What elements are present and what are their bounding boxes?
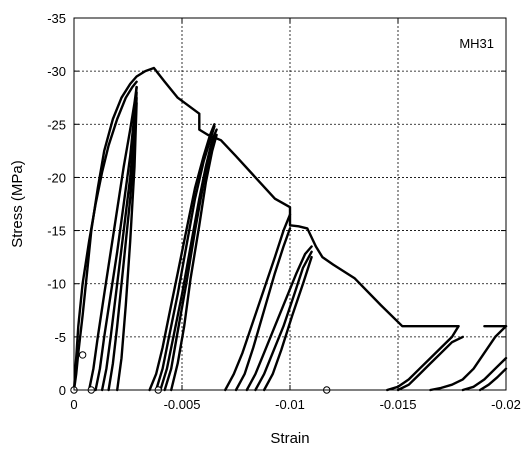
y-tick-label: -35 xyxy=(47,11,66,26)
y-tick-label: -15 xyxy=(47,224,66,239)
y-axis-label: Stress (MPa) xyxy=(9,160,26,248)
tick-labels: 0 -0.005 -0.01 -0.015 -0.02 0 -5 -10 -15 -20 -25 -3… xyxy=(47,11,521,412)
series-line-8 xyxy=(148,123,216,392)
series-line-19 xyxy=(396,335,464,392)
y-tick-label: -20 xyxy=(47,170,66,185)
series-line-7 xyxy=(115,101,138,392)
series-line-16 xyxy=(254,250,313,392)
series-line-11 xyxy=(163,133,216,392)
x-axis-label: Strain xyxy=(270,430,309,447)
series-line-21 xyxy=(461,356,508,392)
y-tick-label: 0 xyxy=(59,383,66,398)
data-marker xyxy=(78,351,87,359)
data-series xyxy=(72,66,508,392)
plot-frame xyxy=(73,17,507,391)
y-tick-label: -30 xyxy=(47,64,66,79)
series-line-22 xyxy=(478,367,508,392)
series-line-4 xyxy=(94,85,138,392)
x-tick-label: -0.015 xyxy=(380,397,417,412)
x-tick-label: -0.01 xyxy=(275,397,305,412)
x-tick-label: -0.02 xyxy=(491,397,521,412)
series-line-17 xyxy=(262,255,313,392)
series-line-20 xyxy=(429,325,508,392)
sample-annotation: MH31 xyxy=(459,36,494,51)
series-line-14 xyxy=(234,227,292,392)
series-line-2 xyxy=(72,80,138,392)
y-tick-label: -25 xyxy=(47,117,66,132)
y-tick-label: -10 xyxy=(47,277,66,292)
x-tick-label: -0.005 xyxy=(164,397,201,412)
series-line-9 xyxy=(154,125,216,392)
series-line-3 xyxy=(87,85,138,392)
series-line-13 xyxy=(223,213,292,392)
x-tick-label: 0 xyxy=(70,397,77,412)
y-tick-label: -5 xyxy=(54,330,66,345)
series-line-12 xyxy=(169,133,218,392)
series-line-15 xyxy=(245,245,313,392)
series-line-18 xyxy=(386,325,460,392)
